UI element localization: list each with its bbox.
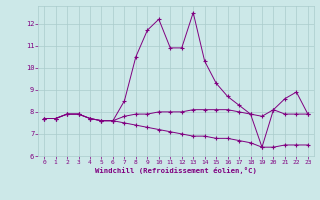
X-axis label: Windchill (Refroidissement éolien,°C): Windchill (Refroidissement éolien,°C) [95,167,257,174]
